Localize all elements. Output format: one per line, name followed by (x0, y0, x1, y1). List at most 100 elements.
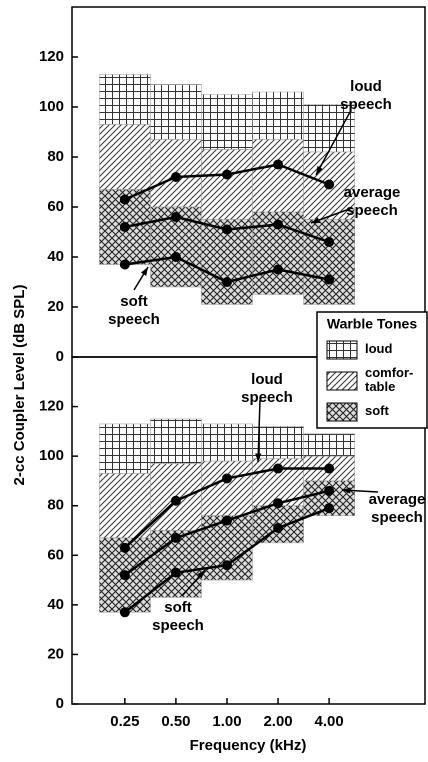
x-axis-label: Frequency (kHz) (190, 737, 307, 754)
data-point (221, 224, 232, 235)
arrow-head (316, 166, 323, 175)
legend-label-line: comfor- (365, 365, 413, 380)
y-tick-label: 20 (47, 645, 64, 662)
loud-region (201, 423, 253, 462)
data-point (170, 172, 181, 182)
legend-swatch (326, 340, 358, 360)
y-tick-label: 120 (39, 48, 64, 65)
data-point (324, 485, 335, 496)
data-point (119, 607, 130, 618)
loud-region (99, 74, 151, 125)
annotation-line: speech (346, 202, 398, 219)
data-point (324, 463, 335, 474)
data-point (273, 523, 284, 534)
y-tick-label: 100 (39, 447, 64, 464)
annotation-arrow (257, 399, 261, 463)
annotation-line: average (344, 184, 401, 201)
data-point (273, 264, 284, 275)
comfortable-region (99, 124, 151, 190)
data-point (170, 495, 181, 506)
arrow-head (140, 267, 148, 276)
legend-swatch (326, 371, 358, 391)
data-point (221, 473, 232, 484)
legend-label: comfor-table (365, 365, 413, 394)
data-point (170, 252, 181, 262)
annotation-line: loud (251, 371, 283, 388)
data-point (221, 277, 232, 287)
annotation: loud speech (241, 371, 293, 406)
data-point (324, 179, 335, 190)
data-point (273, 463, 284, 474)
x-tick-label: 4.00 (315, 713, 344, 730)
y-tick-label: 80 (47, 497, 64, 514)
data-point (170, 532, 181, 543)
y-tick-label: 40 (47, 596, 64, 613)
loud-region (201, 94, 253, 150)
plot-frame (71, 356, 426, 705)
loud-region (252, 91, 304, 140)
arrow-head (255, 453, 262, 462)
annotation-line: loud (350, 78, 382, 95)
y-tick-label: 100 (39, 98, 64, 115)
data-point (221, 560, 232, 571)
comfortable-region (201, 460, 253, 516)
data-point (119, 194, 130, 205)
x-tick-label: 2.00 (263, 713, 292, 730)
legend-label: loud (365, 341, 392, 356)
comfortable-region (99, 473, 151, 539)
arrow-head (311, 217, 320, 223)
annotation: average speech (369, 491, 426, 526)
data-point (119, 259, 130, 270)
annotation: soft speech (152, 599, 204, 634)
loud-region (303, 433, 355, 457)
legend-label-line: table (365, 379, 395, 394)
y-tick-label: 120 (39, 398, 64, 415)
data-point (170, 212, 181, 222)
data-point (273, 498, 284, 509)
legend-title: Warble Tones (327, 316, 417, 332)
arrow-head (342, 487, 351, 494)
x-tick-label: 1.00 (212, 713, 241, 730)
annotation-arrow (315, 111, 351, 176)
loud-region (150, 418, 202, 464)
y-tick-label: 0 (56, 348, 64, 365)
y-tick-label: 20 (47, 298, 64, 315)
data-point (324, 237, 335, 247)
annotation-line: speech (241, 389, 293, 406)
data-point (119, 570, 130, 581)
y-tick-label: 0 (56, 695, 64, 712)
data-point (170, 567, 181, 578)
comfortable-region (252, 139, 304, 213)
annotation-line: speech (108, 311, 160, 328)
data-point (221, 515, 232, 526)
annotation: soft speech (108, 293, 160, 328)
y-tick-label: 60 (47, 546, 64, 563)
annotation-line: speech (371, 509, 423, 526)
data-point (273, 219, 284, 230)
x-tick-label: 0.25 (110, 713, 139, 730)
data-point (119, 222, 130, 232)
data-point (324, 274, 335, 285)
annotation-line: speech (340, 96, 392, 113)
y-axis-label: 2-cc Coupler Level (dB SPL) (11, 285, 28, 486)
arrow-head (197, 570, 205, 579)
annotation-line: speech (152, 617, 204, 634)
y-tick-label: 80 (47, 148, 64, 165)
data-point (221, 169, 232, 180)
annotation-line: average (369, 491, 426, 508)
legend-label-line: loud (365, 341, 392, 356)
annotation-line: soft (120, 293, 148, 310)
comfortable-region (201, 149, 253, 220)
y-tick-label: 60 (47, 198, 64, 215)
legend-swatch (326, 402, 358, 422)
data-point (273, 159, 284, 170)
x-tick-label: 0.50 (161, 713, 190, 730)
soft-region (303, 219, 355, 305)
annotation-line: soft (164, 599, 192, 616)
data-point (324, 503, 335, 514)
loud-region (150, 84, 202, 140)
data-point (119, 542, 130, 553)
loud-region (303, 104, 355, 153)
